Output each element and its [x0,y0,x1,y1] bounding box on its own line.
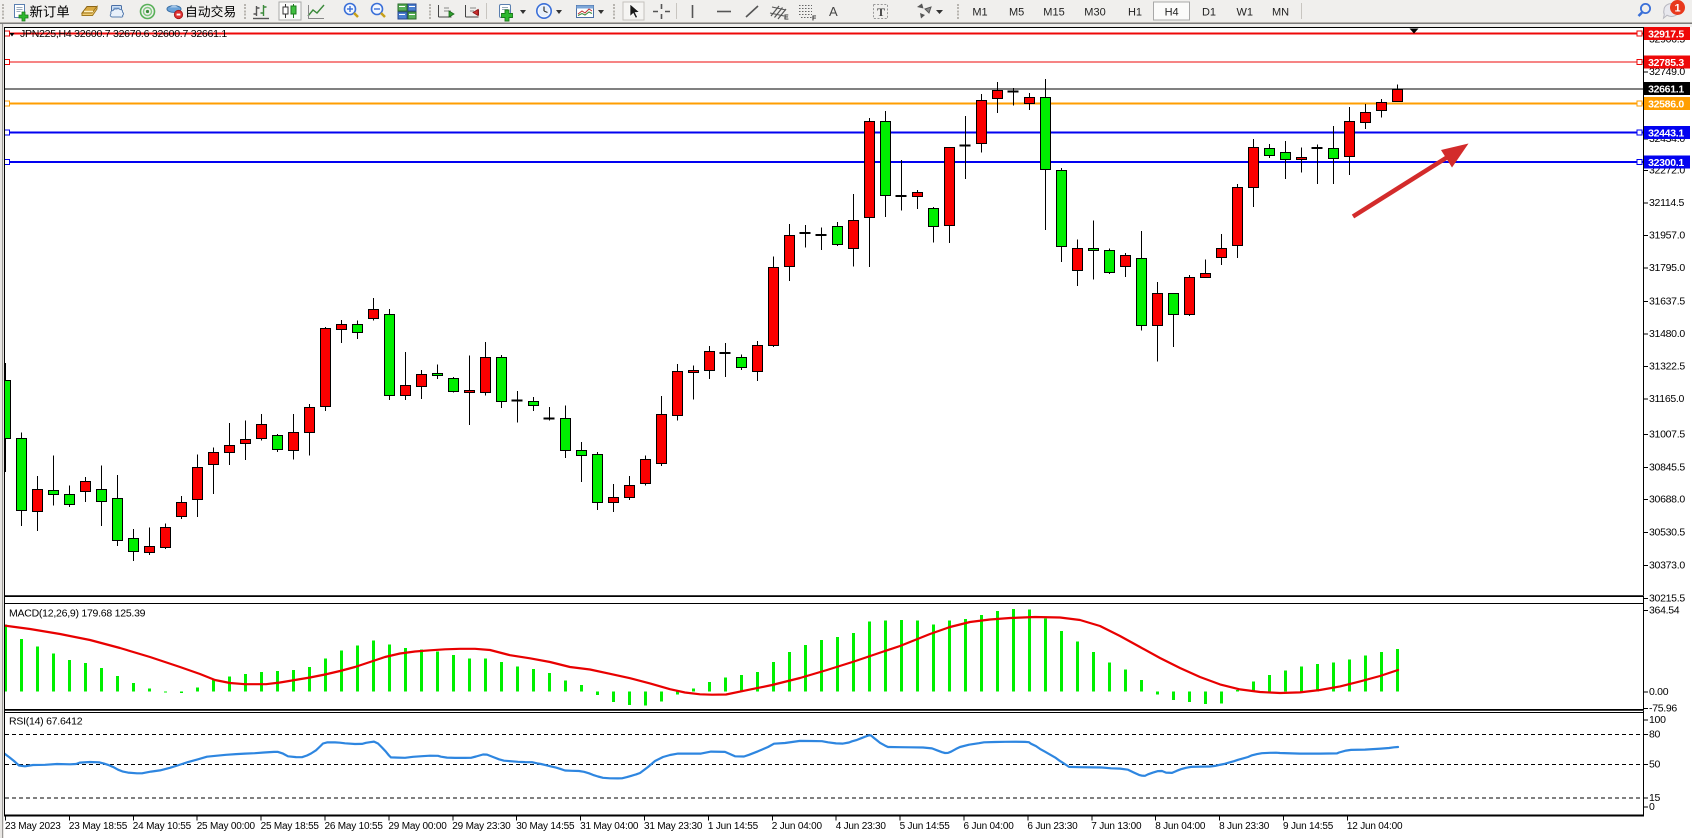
svg-text:31 May 04:00: 31 May 04:00 [580,821,639,832]
svg-text:2 Jun 04:00: 2 Jun 04:00 [772,821,823,832]
svg-text:31007.5: 31007.5 [1649,429,1685,441]
svg-text:6 Jun 23:30: 6 Jun 23:30 [1027,821,1078,832]
svg-text:12 Jun 04:00: 12 Jun 04:00 [1347,821,1403,832]
svg-text:RSI(14) 67.6412: RSI(14) 67.6412 [9,716,83,728]
svg-text:MN: MN [1272,7,1289,19]
svg-text:25 May 18:55: 25 May 18:55 [261,821,320,832]
svg-text:31322.5: 31322.5 [1649,361,1685,373]
svg-text:0.00: 0.00 [1649,686,1669,698]
svg-text:9 Jun 14:55: 9 Jun 14:55 [1283,821,1334,832]
svg-text:15: 15 [1649,792,1661,804]
svg-text:29 May 23:30: 29 May 23:30 [452,821,511,832]
svg-text:1 Jun 14:55: 1 Jun 14:55 [708,821,759,832]
svg-text:23 May 18:55: 23 May 18:55 [69,821,128,832]
svg-text:32785.3: 32785.3 [1648,57,1684,69]
svg-text:30 May 14:55: 30 May 14:55 [516,821,575,832]
svg-text:M30: M30 [1084,7,1105,19]
svg-text:32114.5: 32114.5 [1649,197,1685,209]
svg-text:M15: M15 [1043,7,1064,19]
svg-text:32749.0: 32749.0 [1649,66,1685,78]
svg-text:32586.0: 32586.0 [1648,98,1684,110]
svg-text:364.54: 364.54 [1649,605,1680,617]
svg-text:1: 1 [1674,3,1680,15]
svg-text:6 Jun 04:00: 6 Jun 04:00 [964,821,1015,832]
svg-text:24 May 10:55: 24 May 10:55 [133,821,192,832]
svg-text:80: 80 [1649,729,1661,741]
svg-text:30845.5: 30845.5 [1649,462,1685,474]
svg-text:0: 0 [1649,801,1655,813]
svg-text:31480.0: 31480.0 [1649,328,1685,340]
svg-text:4 Jun 23:30: 4 Jun 23:30 [836,821,887,832]
svg-text:8 Jun 23:30: 8 Jun 23:30 [1219,821,1270,832]
svg-text:M5: M5 [1009,7,1024,19]
svg-text:E: E [784,15,789,22]
svg-text:32300.1: 32300.1 [1648,157,1684,169]
svg-text:W1: W1 [1236,7,1253,19]
svg-text:31 May 23:30: 31 May 23:30 [644,821,703,832]
svg-text:50: 50 [1649,759,1661,771]
svg-text:32917.5: 32917.5 [1648,28,1684,40]
svg-text:31957.0: 31957.0 [1649,230,1685,242]
svg-text:29 May 00:00: 29 May 00:00 [388,821,447,832]
svg-text:30530.5: 30530.5 [1649,527,1685,539]
svg-text:JPN225,H4 32600.7 32670.6 326: JPN225,H4 32600.7 32670.6 32600.7 32661.… [20,28,227,40]
svg-text:32443.1: 32443.1 [1648,127,1684,139]
svg-text:31795.0: 31795.0 [1649,262,1685,274]
svg-text:T: T [877,5,885,19]
svg-text:31637.5: 31637.5 [1649,296,1685,308]
svg-text:100: 100 [1649,714,1666,726]
svg-text:7 Jun 13:00: 7 Jun 13:00 [1091,821,1142,832]
svg-text:5 Jun 14:55: 5 Jun 14:55 [900,821,951,832]
svg-text:D1: D1 [1202,7,1216,19]
svg-text:MACD(12,26,9) 179.68 125.39: MACD(12,26,9) 179.68 125.39 [9,608,146,620]
svg-text:-75.96: -75.96 [1649,703,1677,715]
svg-text:H4: H4 [1165,7,1179,19]
svg-text:26 May 10:55: 26 May 10:55 [325,821,384,832]
svg-text:30215.5: 30215.5 [1649,593,1685,605]
svg-text:8 Jun 04:00: 8 Jun 04:00 [1155,821,1206,832]
svg-text:25 May 00:00: 25 May 00:00 [197,821,256,832]
svg-text:H1: H1 [1128,7,1142,19]
svg-text:31165.0: 31165.0 [1649,393,1685,405]
svg-text:23 May 2023: 23 May 2023 [5,821,61,832]
svg-text:A: A [829,4,838,19]
svg-text:F: F [812,16,817,23]
svg-text:M1: M1 [972,7,987,19]
svg-text:32661.1: 32661.1 [1648,83,1684,95]
svg-text:30688.0: 30688.0 [1649,494,1685,506]
svg-text:30373.0: 30373.0 [1649,560,1685,572]
